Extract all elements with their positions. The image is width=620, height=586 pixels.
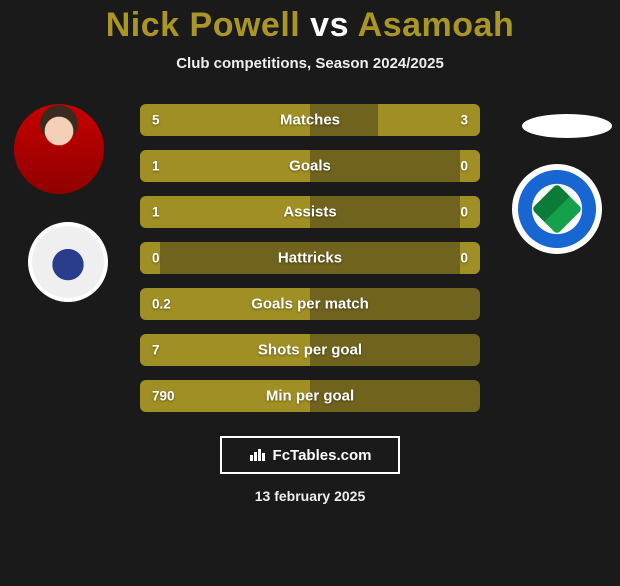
stat-row: Goals per match 0.2 bbox=[140, 288, 480, 320]
stat-value-left: 1 bbox=[152, 159, 160, 174]
stat-value-left: 5 bbox=[152, 113, 160, 128]
stat-label: Assists bbox=[283, 204, 336, 221]
page-title: Nick Powell vs Asamoah bbox=[0, 6, 620, 45]
bar-fill-left bbox=[140, 150, 310, 182]
stat-label: Goals bbox=[289, 158, 331, 175]
brand-logo: FcTables.com bbox=[220, 436, 400, 474]
stat-value-right: 0 bbox=[460, 205, 468, 220]
title-right: Asamoah bbox=[358, 6, 515, 44]
stat-value-left: 0.2 bbox=[152, 297, 171, 312]
player-right-avatar bbox=[522, 114, 612, 138]
stat-label: Min per goal bbox=[266, 388, 354, 405]
stat-label: Goals per match bbox=[251, 296, 369, 313]
stat-value-left: 7 bbox=[152, 343, 160, 358]
bar-bg-right bbox=[310, 150, 480, 182]
comparison-panel: Matches53Goals10Assists10Hattricks00Goal… bbox=[0, 104, 620, 412]
stat-value-left: 790 bbox=[152, 389, 175, 404]
title-vs: vs bbox=[300, 6, 357, 44]
stat-value-left: 0 bbox=[152, 251, 160, 266]
player-right-club-badge bbox=[512, 164, 602, 254]
stat-row: Min per goal 790 bbox=[140, 380, 480, 412]
stat-row: Goals 1 0 bbox=[140, 150, 480, 182]
stat-label: Shots per goal bbox=[258, 342, 362, 359]
player-left-club-badge bbox=[28, 222, 108, 302]
footer-date: 13 february 2025 bbox=[0, 488, 620, 504]
stat-value-right: 3 bbox=[460, 113, 468, 128]
brand-text: FcTables.com bbox=[273, 447, 372, 464]
stat-row: Shots per goal 7 bbox=[140, 334, 480, 366]
subtitle: Club competitions, Season 2024/2025 bbox=[0, 55, 620, 72]
stat-value-left: 1 bbox=[152, 205, 160, 220]
title-left: Nick Powell bbox=[106, 6, 300, 44]
stat-row: Matches 5 3 bbox=[140, 104, 480, 136]
stat-row: Hattricks 0 0 bbox=[140, 242, 480, 274]
stat-value-right: 0 bbox=[460, 159, 468, 174]
chart-icon bbox=[249, 447, 267, 464]
stat-label: Hattricks bbox=[278, 250, 342, 267]
stat-bars: Matches53Goals10Assists10Hattricks00Goal… bbox=[140, 104, 480, 412]
stat-row: Assists 1 0 bbox=[140, 196, 480, 228]
player-left-avatar bbox=[14, 104, 104, 194]
stat-label: Matches bbox=[280, 112, 340, 129]
stat-value-right: 0 bbox=[460, 251, 468, 266]
